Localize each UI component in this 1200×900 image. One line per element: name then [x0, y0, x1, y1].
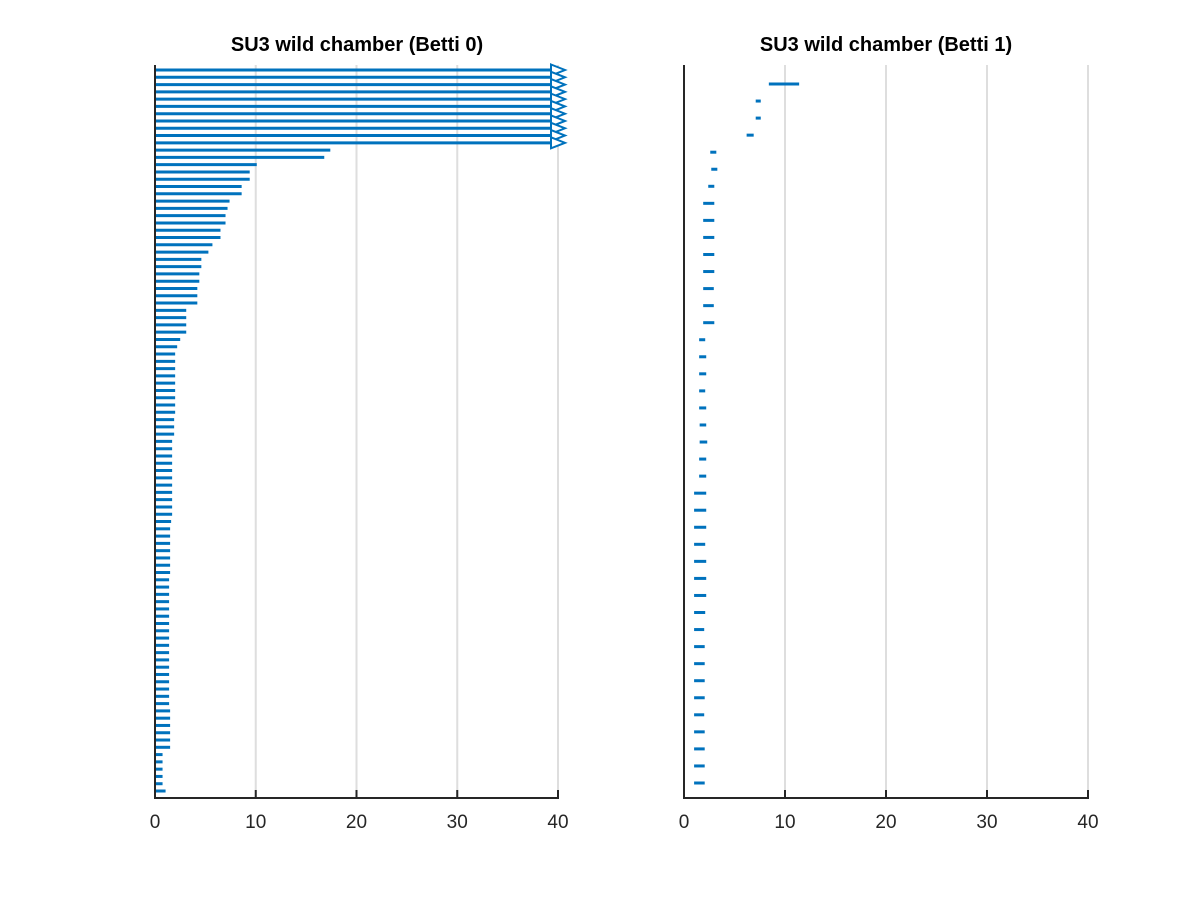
x-tick-label: 20: [346, 812, 367, 833]
x-tick-label: 30: [976, 812, 997, 833]
x-tick-label: 10: [774, 812, 795, 833]
x-tick-label: 10: [245, 812, 266, 833]
infinity-arrowhead: [550, 114, 568, 128]
infinity-arrowhead: [550, 84, 568, 99]
x-tick-label: 0: [150, 812, 161, 833]
plot-title-betti1: SU3 wild chamber (Betti 1): [759, 34, 1013, 56]
x-tick-label: 40: [1077, 812, 1098, 833]
x-tick-label: 40: [547, 812, 568, 833]
infinity-arrowhead: [550, 128, 568, 143]
infinity-arrowhead: [550, 135, 568, 150]
infinity-arrowhead: [550, 99, 568, 114]
infinity-arrowhead: [550, 92, 568, 107]
infinity-arrowhead: [550, 121, 568, 136]
infinity-arrowhead: [550, 70, 568, 85]
x-tick-label: 30: [447, 812, 468, 833]
x-tick-label: 20: [875, 812, 896, 833]
infinity-arrowhead: [550, 106, 568, 121]
infinity-arrowhead: [550, 63, 568, 77]
x-tick-label: 0: [679, 812, 690, 833]
infinity-arrowhead: [550, 77, 568, 92]
plot-title-betti0: SU3 wild chamber (Betti 0): [230, 34, 484, 56]
